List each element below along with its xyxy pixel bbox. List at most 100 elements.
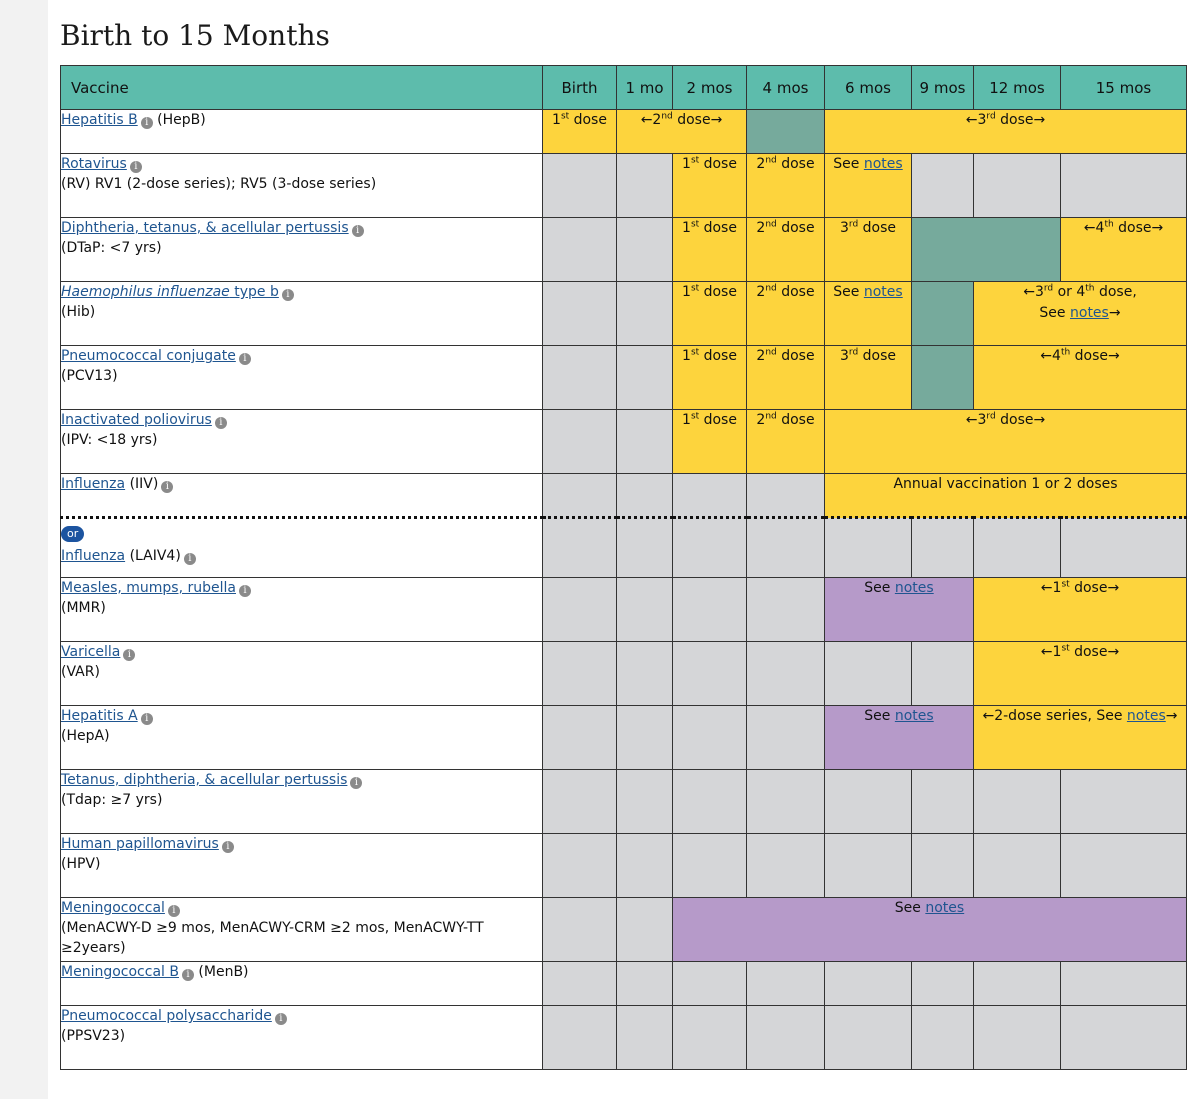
ipv-6-15mos-cell: ←3rd dose→ xyxy=(824,409,1187,474)
ordinal-suffix: st xyxy=(690,219,700,230)
dose-number: 3 xyxy=(977,112,987,128)
dose-number: 1 xyxy=(682,220,691,236)
info-icon[interactable]: i xyxy=(214,417,227,429)
vaccine-link-var[interactable]: Varicella xyxy=(61,644,121,660)
vaccine-link-ipv[interactable]: Inactivated poliovirus xyxy=(61,412,212,428)
vaccine-abbr: (IPV: <18 yrs) xyxy=(61,432,158,448)
empty-cell xyxy=(542,473,617,519)
info-icon[interactable]: i xyxy=(123,649,136,661)
row-mmr: Measles, mumps, rubella i (MMR) See notes … xyxy=(60,577,1187,642)
right-arrow-icon: → xyxy=(1107,644,1120,660)
info-icon[interactable]: i xyxy=(161,481,174,493)
dose-number: 1 xyxy=(682,412,691,428)
vaccine-abbr: (PCV13) xyxy=(61,368,118,384)
left-sidebar-strip xyxy=(0,0,48,1099)
dose-number: 3 xyxy=(1034,284,1044,300)
info-icon[interactable]: i xyxy=(183,553,196,565)
empty-cell xyxy=(542,833,617,898)
ordinal-suffix: th xyxy=(1060,347,1071,358)
empty-cell xyxy=(672,1005,747,1070)
info-icon[interactable]: i xyxy=(129,161,142,173)
dose-label: dose xyxy=(703,412,737,428)
empty-cell xyxy=(616,705,673,770)
info-icon[interactable]: i xyxy=(221,841,234,853)
row-rotavirus: Rotavirus i (RV) RV1 (2-dose series); RV5 … xyxy=(60,153,1187,218)
notes-link[interactable]: notes xyxy=(863,284,903,300)
info-icon[interactable]: i xyxy=(274,1013,287,1025)
empty-cell xyxy=(746,833,825,898)
row-varicella: Varicella i (VAR) ←1st dose→ xyxy=(60,641,1187,706)
mmr-6-9mos-cell: See notes xyxy=(824,577,974,642)
vaccine-link-mmr[interactable]: Measles, mumps, rubella xyxy=(61,580,236,596)
vaccine-link-hepa[interactable]: Hepatitis A xyxy=(61,708,138,724)
info-icon[interactable]: i xyxy=(238,353,251,365)
dose-label: dose xyxy=(781,412,815,428)
ordinal-suffix: rd xyxy=(848,347,859,358)
vaccine-link-rv[interactable]: Rotavirus xyxy=(61,156,127,172)
info-icon[interactable]: i xyxy=(351,225,364,237)
vaccine-abbr: (RV) RV1 (2-dose series); RV5 (3-dose se… xyxy=(61,176,377,192)
immunization-schedule-table: Vaccine Birth 1 mo 2 mos 4 mos 6 mos 9 m… xyxy=(60,65,1187,1070)
vaccine-link-tdap[interactable]: Tetanus, diphtheria, & acellular pertuss… xyxy=(61,772,348,788)
ordinal-suffix: st xyxy=(1061,579,1070,590)
vaccine-link-hib[interactable]: Haemophilus influenzae type b xyxy=(61,284,279,300)
notes-link[interactable]: notes xyxy=(863,156,903,172)
vaccine-link-iiv[interactable]: Influenza xyxy=(61,476,126,492)
vaccine-abbr: (DTaP: <7 yrs) xyxy=(61,240,162,256)
notes-link[interactable]: notes xyxy=(894,708,934,724)
info-icon[interactable]: i xyxy=(238,585,251,597)
hib-2mos-cell: 1st dose xyxy=(672,281,747,346)
vaccine-link-ppsv[interactable]: Pneumococcal polysaccharide xyxy=(61,1008,272,1024)
vaccine-link-menb[interactable]: Meningococcal B xyxy=(61,964,179,980)
vaccine-link-laiv[interactable]: Influenza xyxy=(61,548,126,564)
vaccine-link-pcv[interactable]: Pneumococcal conjugate xyxy=(61,348,236,364)
info-icon[interactable]: i xyxy=(167,905,180,917)
empty-cell xyxy=(542,961,617,1006)
dose-number: 3 xyxy=(840,220,849,236)
vaccine-cell-ppsv: Pneumococcal polysaccharide i (PPSV23) xyxy=(60,1005,543,1070)
left-arrow-icon: ← xyxy=(982,708,995,724)
info-icon[interactable]: i xyxy=(140,713,153,725)
notes-link[interactable]: notes xyxy=(1126,708,1166,724)
see-label: See xyxy=(864,708,891,724)
empty-cell xyxy=(616,409,673,474)
ordinal-suffix: st xyxy=(690,155,700,166)
col-header-4mos: 4 mos xyxy=(746,65,825,110)
empty-cell xyxy=(1060,517,1187,578)
ordinal-suffix: nd xyxy=(765,283,777,294)
hib-6mos-cell: See notes xyxy=(824,281,912,346)
notes-link[interactable]: notes xyxy=(925,900,965,916)
info-icon[interactable]: i xyxy=(350,777,363,789)
notes-link[interactable]: notes xyxy=(1070,305,1109,321)
empty-cell xyxy=(824,517,912,578)
empty-cell xyxy=(911,833,974,898)
vaccine-cell-dtap: Diphtheria, tetanus, & acellular pertuss… xyxy=(60,217,543,282)
empty-cell xyxy=(616,217,673,282)
left-arrow-icon: ← xyxy=(1040,580,1053,596)
info-icon[interactable]: i xyxy=(181,969,194,981)
dose-label: dose xyxy=(1074,580,1108,596)
or-badge: or xyxy=(61,526,85,542)
ipv-4mos-cell: 2nd dose xyxy=(746,409,825,474)
dose-number: 4 xyxy=(1052,348,1061,364)
dose-label: dose xyxy=(781,348,815,364)
empty-cell xyxy=(672,473,747,519)
series-label: 2-dose series, See xyxy=(994,708,1123,724)
vaccine-link-dtap[interactable]: Diphtheria, tetanus, & acellular pertuss… xyxy=(61,220,349,236)
vaccine-link-hpv[interactable]: Human papillomavirus xyxy=(61,836,219,852)
row-meningococcal: Meningococcal i (MenACWY-D ≥9 mos, MenACWY… xyxy=(60,897,1187,962)
vaccine-link-menacwy[interactable]: Meningococcal xyxy=(61,900,165,916)
pcv-9mos-catchup-cell xyxy=(911,345,974,410)
empty-cell xyxy=(616,577,673,642)
empty-cell xyxy=(542,897,617,962)
hepa-12-15mos-cell: ←2-dose series, See notes→ xyxy=(973,705,1187,770)
left-arrow-icon: ← xyxy=(1040,348,1053,364)
col-header-9mos: 9 mos xyxy=(911,65,974,110)
info-icon[interactable]: i xyxy=(140,117,153,129)
vaccine-link-hepb[interactable]: Hepatitis B xyxy=(61,112,138,128)
ordinal-suffix: nd xyxy=(661,111,673,122)
notes-link[interactable]: notes xyxy=(894,580,934,596)
info-icon[interactable]: i xyxy=(281,289,294,301)
